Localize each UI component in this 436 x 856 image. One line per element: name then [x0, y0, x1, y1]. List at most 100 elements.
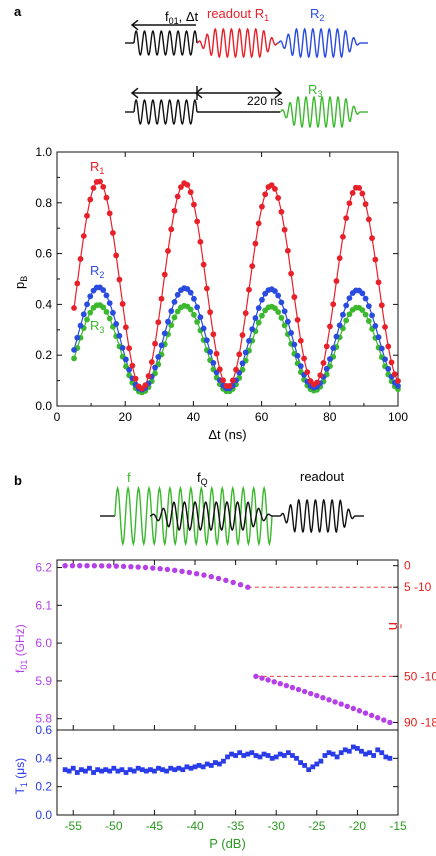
data-point — [375, 334, 382, 341]
data-point — [194, 319, 201, 325]
data-point — [253, 753, 259, 758]
data-point — [168, 308, 175, 314]
data-point — [285, 750, 291, 756]
data-point — [221, 758, 226, 764]
data-point — [233, 366, 239, 373]
data-point — [100, 183, 107, 190]
data-point — [77, 256, 84, 262]
data-point — [171, 314, 178, 321]
data-point — [203, 285, 210, 292]
data-point — [132, 375, 139, 382]
data-point — [342, 747, 348, 753]
data-point — [84, 212, 90, 219]
data-point — [369, 312, 375, 319]
data-point — [216, 366, 223, 373]
data-point — [150, 565, 156, 571]
f01-chart: 5.8 5.9 6.0 6.1 6.2 0 5 -10 50 -100 90 -180 f01 (… — [13, 559, 436, 731]
data-point — [103, 292, 110, 299]
data-point — [378, 302, 385, 309]
data-point — [356, 708, 363, 714]
data-point — [106, 563, 112, 569]
data-point — [157, 565, 163, 572]
data-point — [115, 768, 121, 774]
data-point — [99, 768, 105, 774]
data-point — [210, 331, 217, 338]
data-point — [164, 566, 171, 573]
data-point — [338, 750, 344, 756]
data-point — [119, 767, 125, 773]
data-point — [346, 748, 352, 754]
right-tick-label: 5 -10 — [404, 580, 432, 594]
data-point — [152, 364, 158, 371]
data-point — [294, 352, 301, 359]
data-point — [320, 360, 327, 366]
data-point — [78, 767, 84, 773]
data-point — [193, 571, 200, 577]
data-point — [161, 330, 168, 337]
data-point — [242, 349, 249, 356]
data-point — [379, 750, 385, 756]
data-point — [343, 302, 350, 309]
data-point — [165, 318, 171, 325]
data-point — [184, 764, 190, 770]
f-pulse — [114, 485, 273, 547]
pulse-label-f01: f01, Δt — [165, 9, 199, 26]
data-point — [165, 248, 171, 254]
data-point — [349, 189, 356, 196]
data-point — [100, 304, 107, 311]
x-tick-label: -25 — [308, 819, 326, 833]
data-point — [168, 765, 174, 771]
data-point — [378, 345, 385, 352]
readout-pulse — [279, 498, 356, 534]
data-point — [322, 753, 328, 758]
r3-pulse — [279, 95, 361, 129]
r2-label: R2 — [310, 6, 324, 23]
data-point — [200, 261, 207, 268]
data-point — [87, 293, 94, 300]
data-point — [301, 688, 308, 695]
data-point — [259, 675, 265, 681]
x-tick-label: -55 — [65, 819, 83, 833]
data-point — [343, 215, 350, 222]
y-axis-label: f01 (GHz) — [13, 624, 29, 673]
data-point — [80, 233, 87, 239]
data-point — [284, 318, 291, 325]
data-point — [200, 325, 207, 332]
data-point — [220, 377, 226, 384]
data-point — [103, 767, 109, 773]
data-point — [129, 362, 136, 369]
data-point — [147, 767, 153, 773]
data-point — [142, 564, 149, 571]
data-point — [395, 383, 401, 389]
data-point — [131, 768, 137, 774]
data-point — [385, 343, 392, 350]
data-point — [272, 305, 278, 312]
x-tick-label: 40 — [187, 410, 201, 424]
data-point — [259, 312, 265, 319]
data-point — [91, 563, 98, 569]
data-point — [255, 305, 262, 311]
data-point — [62, 562, 68, 569]
data-point — [229, 377, 236, 384]
data-point — [62, 767, 68, 773]
data-point — [330, 345, 337, 351]
data-point — [346, 200, 353, 207]
pulse-sequence-a1: f01, Δt readout R1 R2 — [125, 6, 368, 59]
data-point — [372, 323, 379, 329]
y-tick-label: 0.4 — [35, 297, 52, 311]
data-point — [148, 359, 155, 365]
data-point — [158, 342, 165, 349]
data-point — [103, 194, 110, 201]
data-point — [375, 279, 382, 286]
data-point — [74, 280, 81, 287]
x-tick-label: -30 — [268, 819, 286, 833]
data-point — [327, 356, 333, 362]
data-point — [362, 201, 369, 208]
right-tick-label: 50 -100 — [404, 669, 436, 683]
data-point — [344, 703, 350, 709]
data-point — [84, 563, 90, 569]
data-point — [186, 569, 193, 576]
data-point — [284, 247, 291, 254]
data-point — [372, 256, 379, 263]
